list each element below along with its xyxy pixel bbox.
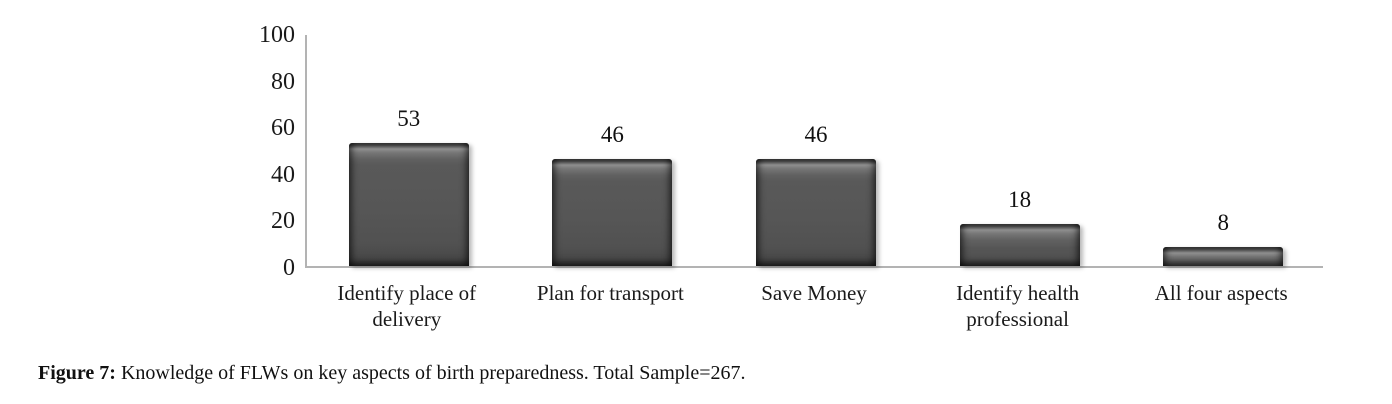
x-category-label: Plan for transport xyxy=(536,281,684,305)
bar xyxy=(348,142,469,266)
y-tick-label: 40 xyxy=(271,161,295,188)
figure-caption-text: Knowledge of FLWs on key aspects of birt… xyxy=(115,362,746,384)
x-category-label: Identify health professional xyxy=(956,281,1080,331)
figure-caption: Figure 7: Knowledge of FLWs on key aspec… xyxy=(38,360,746,386)
bar-value-label: 8 xyxy=(1217,210,1229,236)
x-category-label: All four aspects xyxy=(1154,281,1288,305)
bar xyxy=(552,158,673,266)
y-tick-label: 0 xyxy=(283,255,295,281)
bar-value-label: 18 xyxy=(1008,187,1032,213)
bar-value-label: 53 xyxy=(397,105,421,131)
bar xyxy=(756,158,876,266)
bar xyxy=(959,224,1080,266)
plot-area: 53 46 46 18 8 xyxy=(305,35,1323,268)
x-axis: Identify place of delivery Plan for trans… xyxy=(305,280,1323,342)
y-tick-label: 80 xyxy=(271,68,295,95)
y-tick-label: 60 xyxy=(271,115,295,142)
bar xyxy=(1163,247,1284,266)
x-category-label: Identify place of delivery xyxy=(337,281,477,331)
figure-caption-label: Figure 7: xyxy=(38,362,116,384)
bar-value-label: 46 xyxy=(804,121,828,147)
y-tick-label: 100 xyxy=(259,22,295,48)
y-tick-label: 20 xyxy=(271,208,295,235)
bar-value-label: 46 xyxy=(600,121,624,147)
x-category-label: Save Money xyxy=(761,281,867,305)
y-axis: 0 20 40 60 80 100 xyxy=(215,23,295,280)
